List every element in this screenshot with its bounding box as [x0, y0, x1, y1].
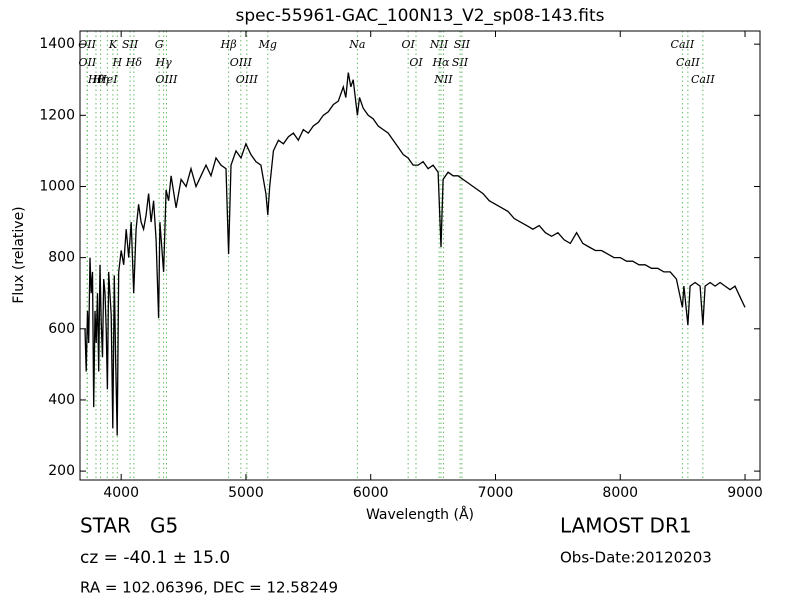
spectral-line-label: Hα — [431, 56, 450, 69]
chart-title: spec-55961-GAC_100N13_V2_sp08-143.fits — [235, 6, 604, 26]
spectral-line-label: CaII — [691, 73, 715, 86]
spectrum-line — [84, 72, 746, 436]
spectral-line-label: OIII — [230, 56, 253, 69]
x-axis-label: Wavelength (Å) — [366, 506, 474, 523]
spectral-line-label: G — [155, 38, 164, 51]
spectral-line-label: OIII — [236, 73, 259, 86]
y-tick-label: 600 — [48, 321, 75, 337]
plot-frame — [79, 30, 761, 481]
x-tick-label: 9000 — [727, 485, 763, 501]
spectral-line-label: OIII — [155, 73, 178, 86]
spectral-line-label: Na — [348, 38, 365, 51]
spectral-line-label: Hη — [91, 73, 109, 86]
spectral-line-label: OII — [79, 56, 97, 69]
y-axis-label: Flux (relative) — [11, 206, 27, 303]
spectral-line-label: K — [108, 38, 118, 51]
x-tick-label: 8000 — [602, 485, 638, 501]
coordinates: RA = 102.06396, DEC = 12.58249 — [80, 579, 338, 597]
spectral-line-label: HeI — [96, 73, 118, 86]
x-tick-label: 4000 — [103, 485, 139, 501]
spectral-line-label: OI — [401, 38, 415, 51]
spectral-line-label: CaII — [676, 56, 700, 69]
spectral-line-label: SII — [452, 56, 469, 69]
spectral-line-label: Hθ — [87, 73, 105, 86]
spectral-line-label: Hβ — [220, 38, 237, 51]
y-tick-label: 200 — [48, 463, 75, 479]
spectral-line-label: Mg — [258, 38, 277, 51]
spectral-line-label: Hδ — [125, 56, 143, 69]
spectral-line-label: OI — [409, 56, 423, 69]
spectral-line-label: NII — [433, 73, 453, 86]
spectral-line-label: CaII — [671, 38, 695, 51]
spectral-line-label: H — [112, 56, 123, 69]
redshift: cz = -40.1 ± 15.0 — [80, 548, 230, 568]
survey: LAMOST DR1 — [560, 514, 692, 538]
y-tick-label: 1200 — [39, 107, 75, 123]
obs-date: Obs-Date:20120203 — [560, 549, 712, 567]
spectral-line-label: SII — [122, 38, 139, 51]
object-class: STAR G5 — [80, 514, 178, 538]
y-tick-label: 400 — [48, 392, 75, 408]
spectral-line-label: NII — [429, 38, 449, 51]
spectral-line-label: SII — [454, 38, 471, 51]
x-tick-label: 5000 — [228, 485, 264, 501]
y-tick-label: 800 — [48, 250, 75, 266]
y-tick-label: 1400 — [39, 36, 75, 52]
x-tick-label: 6000 — [353, 485, 389, 501]
y-tick-label: 1000 — [39, 178, 75, 194]
x-tick-label: 7000 — [478, 485, 514, 501]
spectral-line-label: Hγ — [155, 56, 173, 69]
